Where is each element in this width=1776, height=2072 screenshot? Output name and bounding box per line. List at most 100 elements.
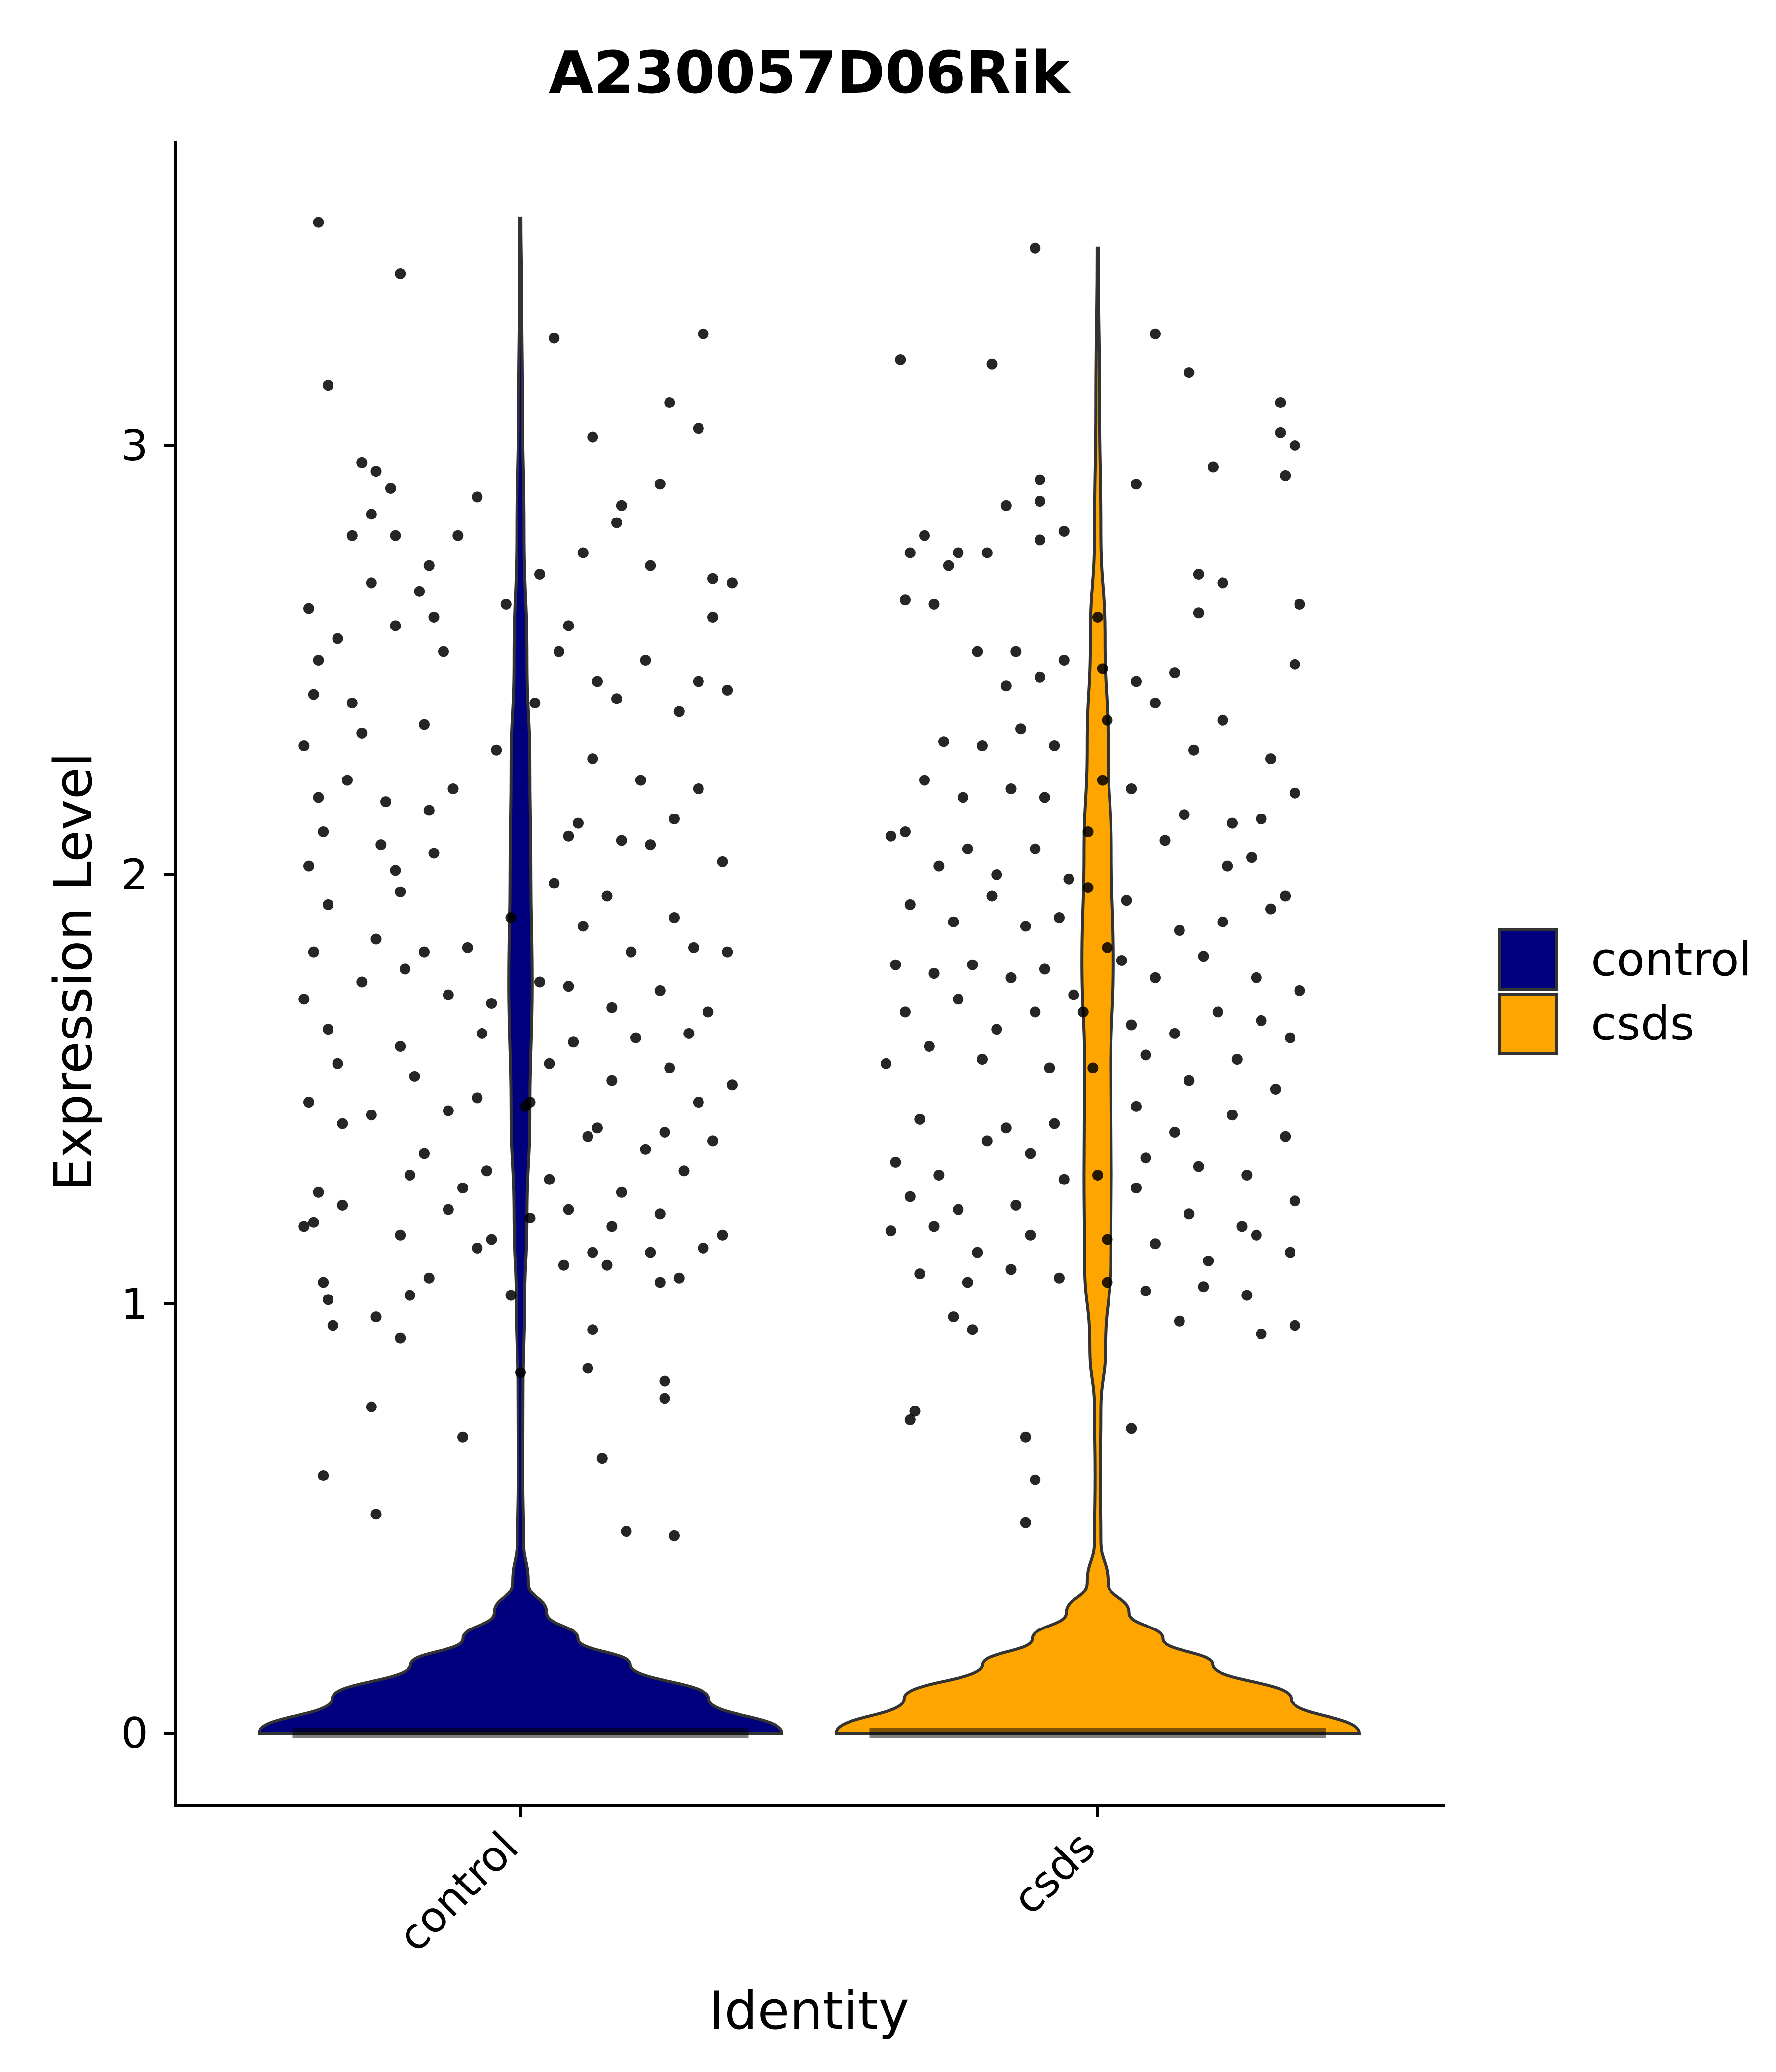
cell-point-control <box>385 483 396 494</box>
cell-point-csds <box>981 547 993 558</box>
cell-point-csds <box>1092 612 1103 623</box>
cell-point-control <box>423 805 435 816</box>
cell-point-control <box>323 899 333 910</box>
cell-point-csds <box>900 594 911 606</box>
cell-point-csds <box>1126 1423 1137 1434</box>
cell-point-control <box>452 530 464 541</box>
cell-point-control <box>308 946 319 958</box>
legend: control csds <box>1498 928 1752 1055</box>
cell-point-csds <box>1068 989 1079 1000</box>
cell-point-csds <box>1010 646 1022 657</box>
cell-point-control <box>356 976 368 988</box>
cell-point-csds <box>1184 1208 1195 1220</box>
cell-point-csds <box>1054 1272 1065 1284</box>
cell-point-control <box>573 817 584 829</box>
cell-point-control <box>645 839 656 851</box>
plot-area <box>257 216 1361 1738</box>
cell-point-csds <box>1140 1285 1151 1296</box>
legend-swatch-control <box>1498 928 1558 991</box>
cell-point-csds <box>1184 367 1195 378</box>
cell-point-control <box>375 839 387 851</box>
cell-point-csds <box>962 843 973 854</box>
cell-point-csds <box>1000 680 1012 692</box>
cell-point-control <box>332 1058 343 1069</box>
cell-point-csds <box>1030 843 1041 854</box>
cell-point-csds <box>1285 1032 1295 1043</box>
cell-point-control <box>611 693 622 704</box>
cell-point-csds <box>1102 942 1113 953</box>
cell-point-control <box>727 577 738 589</box>
cell-point-csds <box>1289 659 1300 670</box>
violin-csds <box>834 246 1361 1735</box>
cell-point-csds <box>1251 972 1262 983</box>
chart-title: A230057D06Rik <box>549 38 1071 107</box>
cell-point-csds <box>1227 1110 1238 1121</box>
cell-point-control <box>524 1213 536 1223</box>
cell-point-control <box>645 1247 656 1258</box>
cell-point-csds <box>1150 972 1161 983</box>
cell-point-control <box>337 1199 348 1211</box>
cell-point-csds <box>928 1221 940 1232</box>
cell-point-control <box>428 612 440 623</box>
cell-point-control <box>313 217 324 228</box>
cell-point-control <box>308 1217 319 1228</box>
cell-point-csds <box>1020 921 1031 932</box>
cell-point-csds <box>1198 1281 1209 1293</box>
cell-point-control <box>549 878 560 889</box>
cell-point-csds <box>1077 1006 1089 1018</box>
cell-point-csds <box>1063 873 1074 885</box>
cell-point-control <box>707 573 718 584</box>
cell-point-csds <box>933 1170 945 1181</box>
cell-point-csds <box>977 740 988 751</box>
cell-point-control <box>298 1221 310 1232</box>
cell-point-control <box>462 942 473 953</box>
cell-point-control <box>582 1363 593 1374</box>
cell-point-csds <box>1010 1199 1022 1211</box>
cell-point-csds <box>928 598 940 610</box>
cell-point-csds <box>1020 1431 1031 1443</box>
cell-point-control <box>505 912 517 923</box>
cell-point-csds <box>1005 1264 1017 1275</box>
cell-point-csds <box>1280 470 1291 481</box>
cell-point-control <box>327 1320 338 1331</box>
cell-point-control <box>606 1221 618 1232</box>
cell-point-csds <box>958 792 968 803</box>
x-tick-label-control: control <box>389 1822 528 1961</box>
cell-point-csds <box>1087 1062 1099 1073</box>
cell-point-csds <box>1131 479 1142 490</box>
cell-point-control <box>645 560 656 571</box>
cell-point-csds <box>1231 1054 1243 1065</box>
cell-point-csds <box>1236 1221 1248 1232</box>
cell-point-control <box>303 1097 314 1108</box>
cell-point-control <box>664 1062 675 1073</box>
cell-point-control <box>592 1122 603 1134</box>
cell-point-csds <box>1121 895 1132 906</box>
violin-control <box>257 216 784 1735</box>
cell-point-csds <box>1294 985 1305 996</box>
y-axis-title: Expression Level <box>43 753 104 1191</box>
cell-point-csds <box>1169 667 1180 679</box>
cell-point-control <box>346 698 358 708</box>
cell-point-control <box>640 655 651 666</box>
cell-point-csds <box>1193 569 1204 580</box>
y-tick-label: 1 <box>121 1280 148 1329</box>
cell-point-control <box>515 1367 526 1378</box>
cell-point-control <box>587 431 598 443</box>
cell-point-control <box>457 1431 468 1443</box>
cell-point-control <box>678 1165 690 1177</box>
cell-point-csds <box>1015 723 1026 735</box>
cell-point-csds <box>1150 1238 1161 1250</box>
cell-point-csds <box>1184 1075 1195 1086</box>
cell-point-csds <box>890 1156 901 1168</box>
cell-point-control <box>529 698 541 708</box>
cell-point-control <box>419 719 430 730</box>
violins <box>257 216 1361 1735</box>
cell-point-control <box>669 1530 680 1541</box>
legend-label-csds: csds <box>1591 997 1694 1051</box>
cell-point-control <box>318 1470 329 1481</box>
cell-point-csds <box>904 547 916 558</box>
cell-point-control <box>659 1393 670 1404</box>
cell-point-csds <box>1049 1118 1060 1129</box>
cell-point-csds <box>943 560 954 571</box>
cell-point-csds <box>1275 427 1286 438</box>
